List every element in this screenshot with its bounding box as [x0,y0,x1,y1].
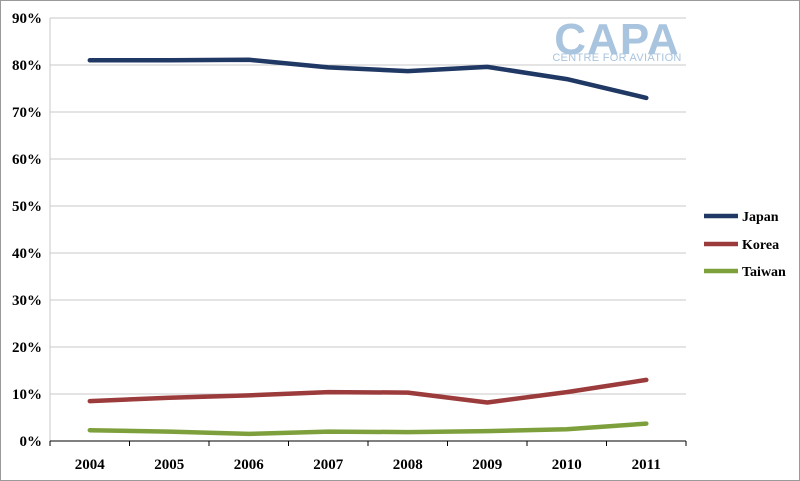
series-line-japan [87,57,649,101]
x-tick-label: 2011 [632,457,661,473]
series-lines [87,57,649,437]
y-axis-ticks: 0% 10% 20% 30% 40% 50% 60% 70% 80% 90% [12,11,42,450]
y-tick-label: 90% [12,11,42,27]
y-tick-label: 60% [12,152,42,168]
x-tick-label: 2010 [552,457,582,473]
x-tick-label: 2008 [393,457,423,473]
x-axis-ticks: 2004 2005 2006 2007 2008 2009 2010 2011 [49,441,687,473]
legend-label-taiwan: Taiwan [742,265,786,280]
y-tick-label: 40% [12,246,42,262]
legend: Japan Korea Taiwan [704,210,786,280]
series-line-korea [87,377,649,405]
y-tick-label: 50% [12,199,42,215]
x-tick-label: 2006 [234,457,265,473]
series-line-taiwan [87,421,649,437]
y-tick-label: 20% [12,340,42,356]
y-tick-label: 70% [12,105,42,121]
legend-label-japan: Japan [742,210,779,225]
y-tick-label: 80% [12,58,42,74]
y-tick-label: 10% [12,387,42,403]
logo-main-text: CAPA [554,15,679,64]
legend-label-korea: Korea [742,238,779,253]
gridlines [49,17,686,441]
y-tick-label: 30% [12,293,42,309]
x-tick-label: 2005 [154,457,184,473]
x-tick-label: 2004 [75,457,106,473]
capa-logo: CAPA CENTRE FOR AVIATION [552,15,681,64]
logo-sub-text: CENTRE FOR AVIATION [552,52,681,64]
x-tick-label: 2009 [472,457,502,473]
x-tick-label: 2007 [313,457,344,473]
y-tick-label: 0% [20,434,43,450]
